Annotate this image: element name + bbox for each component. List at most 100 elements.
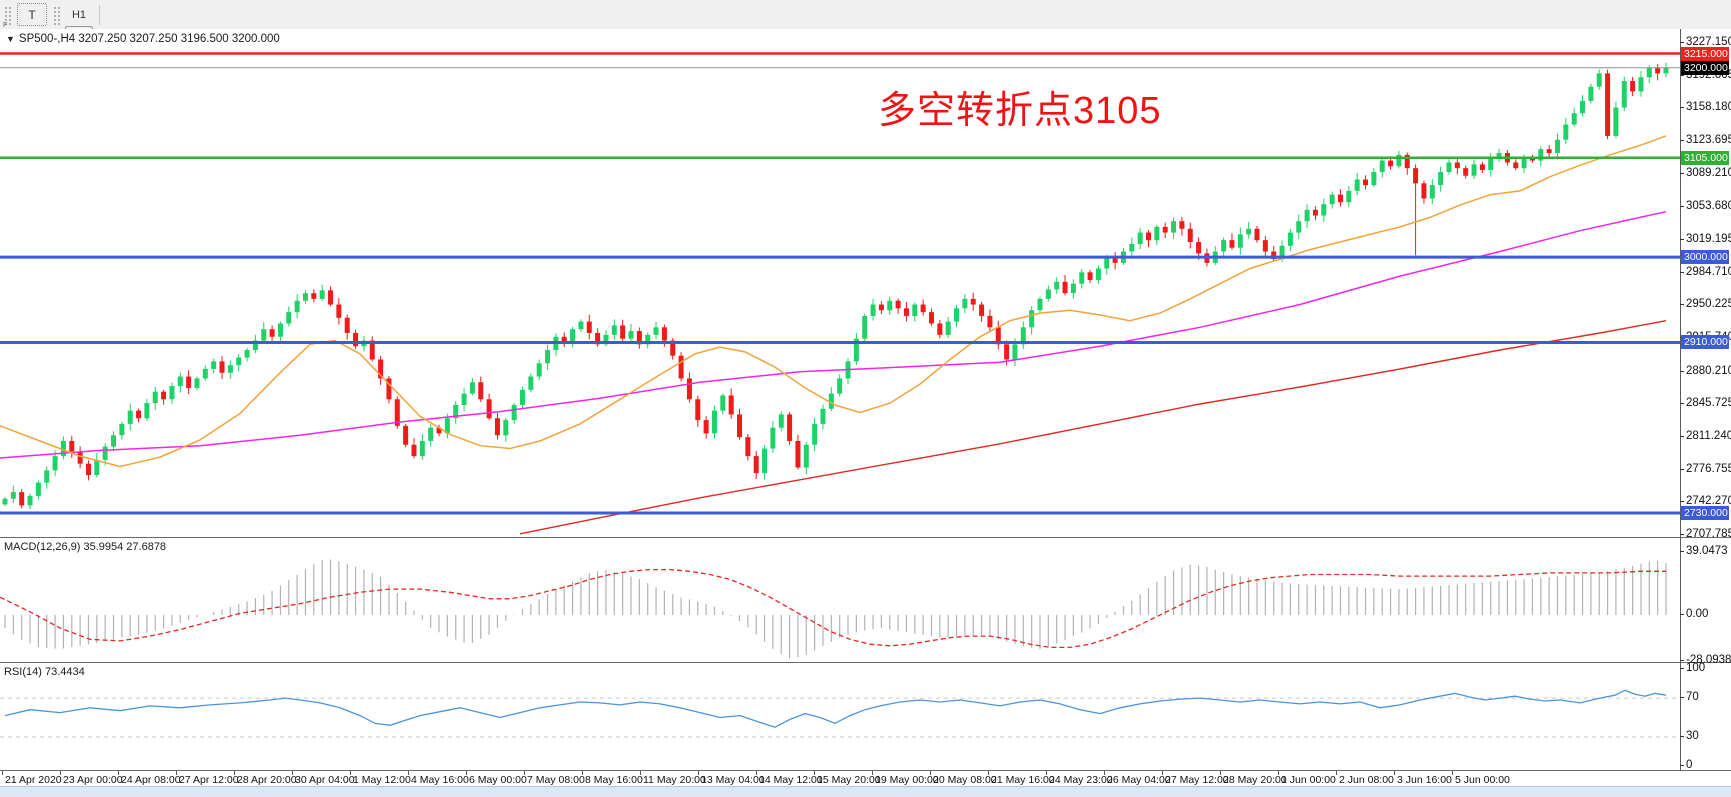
time-axis-label: 21 May 16:00 — [991, 774, 1055, 786]
time-tick — [350, 771, 351, 775]
time-tick — [408, 771, 409, 775]
tool-button-text-label-tool[interactable]: T — [17, 3, 47, 26]
time-axis-label: 11 May 20:00 — [643, 774, 706, 786]
time-tick — [1104, 771, 1105, 775]
rsi-label: RSI(14) 73.4434 — [4, 666, 85, 678]
time-tick — [872, 771, 873, 775]
price-tick-label: 3053.680 — [1686, 200, 1731, 213]
symbol-ohlc-header[interactable]: ▼ SP500-,H4 3207.250 3207.250 3196.500 32… — [6, 33, 280, 45]
price-tick-label: 3089.210 — [1686, 166, 1731, 179]
price-tick — [1680, 468, 1684, 470]
time-axis-label: 24 Apr 08:00 — [121, 774, 181, 786]
time-tick — [524, 771, 525, 775]
price-badge-2730.000: 2730.000 — [1681, 505, 1729, 520]
price-tick — [1680, 403, 1684, 405]
timeframe-toolbar-grip[interactable] — [52, 4, 60, 25]
price-tick — [1680, 172, 1684, 174]
collapse-icon[interactable]: ▼ — [6, 34, 15, 44]
time-tick — [1394, 771, 1395, 775]
time-tick — [292, 771, 293, 775]
rsi-tick-label: 30 — [1686, 729, 1699, 742]
timeframe-button-m30[interactable]: M30 — [65, 0, 93, 4]
time-tick — [1278, 771, 1279, 775]
time-axis-label: 3 Jun 16:00 — [1397, 774, 1452, 786]
price-badge-3215.000: 3215.000 — [1681, 46, 1729, 61]
macd-signal-line — [0, 568, 1666, 649]
price-tick — [1680, 435, 1684, 437]
price-tick-label: 2811.240 — [1686, 429, 1731, 442]
toolbar-grip-label: F — [3, 21, 8, 29]
price-badge-3200.000: 3200.000 — [1681, 60, 1729, 75]
time-tick — [234, 771, 235, 775]
macd-indicator-panel[interactable]: MACD(12,26,9) 35.9954 27.6878 — [0, 537, 1731, 663]
time-axis-label: 20 May 08:00 — [933, 774, 997, 786]
chart-annotation-text: 多空转折点3105 — [878, 90, 1162, 132]
time-tick — [930, 771, 931, 775]
symbol-ohlc-text: SP500-,H4 3207.250 3207.250 3196.500 320… — [18, 33, 280, 45]
price-tick-label: 2950.225 — [1686, 298, 1731, 311]
macd-tick — [1680, 614, 1684, 615]
time-axis-label: 26 May 04:00 — [1107, 774, 1171, 786]
time-axis[interactable]: 21 Apr 2020 23 Apr 00:00 24 Apr 08:00 27 Ap… — [0, 770, 1731, 787]
rsi-tick — [1680, 697, 1684, 699]
time-axis-label: 27 May 12:00 — [1165, 774, 1229, 786]
time-tick — [756, 771, 757, 775]
price-tick-label: 3227.150 — [1686, 36, 1731, 48]
time-tick — [988, 771, 989, 775]
rsi-tick — [1680, 668, 1684, 669]
time-tick — [466, 771, 467, 775]
time-axis-label: 23 Apr 00:00 — [63, 774, 123, 786]
time-axis-label: 1 May 12:00 — [353, 774, 411, 786]
price-tick — [1680, 206, 1684, 208]
price-tick-label: 2776.755 — [1686, 462, 1731, 475]
time-tick — [2, 771, 3, 775]
price-chart-panel[interactable]: ▼ SP500-,H4 3207.250 3207.250 3196.500 32… — [0, 29, 1731, 537]
time-tick — [176, 771, 177, 775]
macd-chart-canvas[interactable] — [0, 538, 1680, 662]
toolbar-grip[interactable]: F — [3, 4, 11, 29]
candlestick-chart-canvas[interactable] — [0, 29, 1680, 537]
toolbar-separator — [99, 4, 100, 25]
time-axis-label: 8 May 16:00 — [585, 774, 643, 786]
rsi-line — [4, 689, 1667, 728]
rsi-tick-label: 0 — [1686, 759, 1693, 771]
price-tick-label: 2984.710 — [1686, 265, 1731, 278]
price-tick-label: 2880.210 — [1686, 364, 1731, 377]
price-badge-3105.000: 3105.000 — [1681, 150, 1729, 165]
time-tick — [698, 771, 699, 775]
time-axis-label: 2 Jun 08:00 — [1339, 774, 1394, 786]
time-axis-label: 5 Jun 00:00 — [1455, 774, 1510, 786]
price-tick-label: 3019.195 — [1686, 232, 1731, 245]
rsi-tick — [1680, 765, 1684, 766]
price-tick — [1680, 501, 1684, 503]
time-axis-label: 14 May 12:00 — [759, 774, 823, 786]
ma-slow-line — [519, 320, 1667, 535]
price-tick-label: 2845.725 — [1686, 397, 1731, 410]
price-tick-label: 3158.180 — [1686, 101, 1731, 114]
time-tick — [1162, 771, 1163, 775]
time-tick — [1220, 771, 1221, 775]
timeframe-button-h1[interactable]: H1 — [71, 8, 87, 21]
price-tick — [1680, 42, 1684, 43]
time-axis-label: 7 May 08:00 — [527, 774, 585, 786]
candlestick-series — [2, 62, 1669, 510]
rsi-indicator-panel[interactable]: RSI(14) 73.4434 — [0, 662, 1731, 771]
macd-tick — [1680, 659, 1684, 661]
time-tick — [582, 771, 583, 775]
time-axis-label: 1 Jun 00:00 — [1281, 774, 1336, 786]
time-axis-label: 15 May 20:00 — [817, 774, 881, 786]
time-tick — [1336, 771, 1337, 775]
price-badge-3000.000: 3000.000 — [1681, 250, 1729, 265]
time-axis-label: 30 Apr 04:00 — [295, 774, 355, 786]
rsi-tick-label: 100 — [1686, 662, 1706, 674]
ma-mid-line — [0, 210, 1667, 459]
price-scale-border — [1680, 29, 1681, 771]
time-tick — [60, 771, 61, 775]
macd-label: MACD(12,26,9) 35.9954 27.6878 — [4, 541, 167, 553]
time-axis-label: 13 May 04:00 — [701, 774, 765, 786]
rsi-chart-canvas[interactable] — [0, 663, 1680, 770]
time-axis-label: 19 May 00:00 — [875, 774, 939, 786]
time-tick — [1452, 771, 1453, 775]
price-tick — [1680, 140, 1684, 141]
